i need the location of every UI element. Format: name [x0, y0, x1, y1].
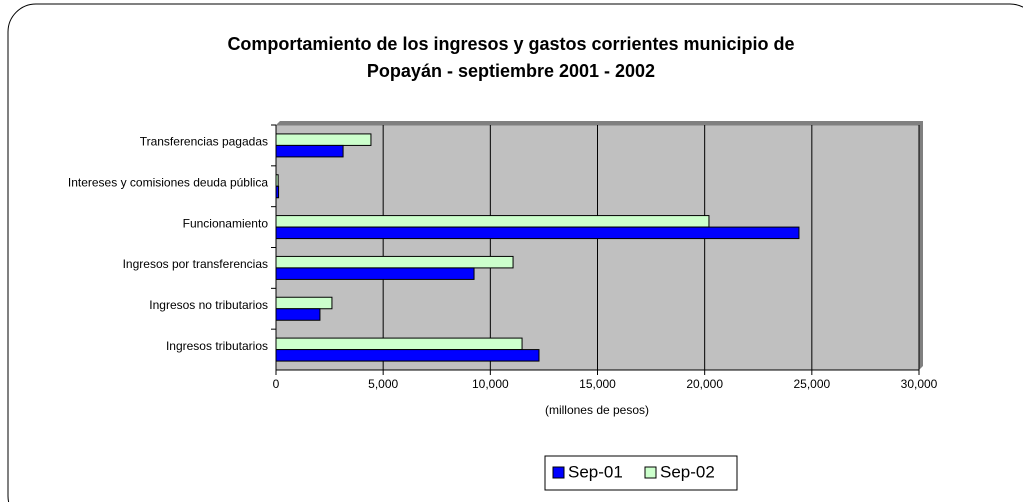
x-tick-label: 25,000	[793, 377, 830, 391]
x-tick-label: 15,000	[579, 377, 616, 391]
y-tick-label: Funcionamiento	[183, 216, 269, 230]
chart-title: Popayán - septiembre 2001 - 2002	[367, 61, 655, 81]
legend-swatch	[644, 466, 657, 479]
x-tick-label: 20,000	[686, 377, 723, 391]
bar	[275, 226, 800, 240]
bar	[275, 349, 540, 362]
y-tick-label: Intereses y comisiones deuda pública	[68, 175, 268, 189]
x-tick-label: 0	[273, 377, 280, 391]
bar	[275, 308, 321, 321]
bar	[275, 337, 523, 351]
bar	[275, 255, 514, 269]
bar	[275, 174, 279, 187]
bar	[275, 144, 344, 158]
legend-label: Sep-02	[660, 462, 715, 481]
y-tick-label: Ingresos tributarios	[166, 339, 268, 353]
legend-box	[544, 455, 738, 491]
x-tick-label: 5,000	[368, 377, 398, 391]
bar	[275, 267, 475, 280]
x-axis-label: (millones de pesos)	[545, 403, 649, 417]
y-tick-label: Ingresos no tributarios	[149, 298, 268, 312]
bar	[275, 185, 280, 199]
bar	[275, 215, 710, 228]
x-tick-label: 10,000	[472, 377, 509, 391]
y-tick-label: Ingresos por transferencias	[123, 257, 268, 271]
bar	[275, 133, 372, 146]
chart-title: Comportamiento de los ingresos y gastos …	[227, 34, 794, 54]
legend-label: Sep-01	[568, 462, 623, 481]
legend-swatch	[552, 466, 565, 479]
x-tick-label: 30,000	[901, 377, 938, 391]
y-tick-label: Transferencias pagadas	[140, 135, 268, 149]
bar	[275, 296, 333, 310]
